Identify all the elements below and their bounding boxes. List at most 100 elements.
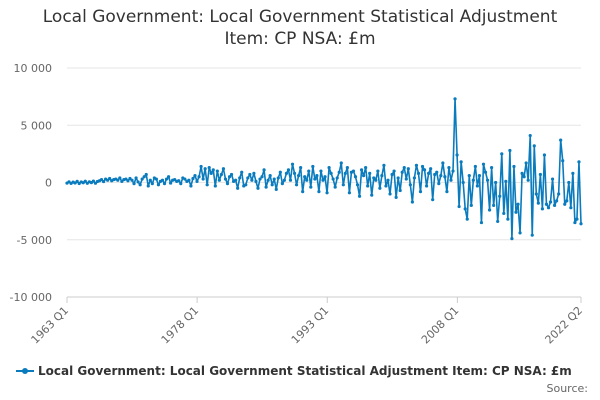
data-point	[108, 176, 112, 181]
data-point	[575, 217, 579, 221]
data-point	[451, 169, 455, 173]
data-point	[183, 177, 187, 181]
data-point	[467, 174, 471, 178]
data-point	[441, 161, 445, 165]
data-point	[571, 171, 575, 175]
data-point	[408, 183, 412, 187]
data-point	[99, 178, 104, 182]
data-point	[433, 172, 437, 177]
data-point	[187, 178, 191, 182]
data-point	[162, 182, 167, 186]
source-label: Source:	[546, 382, 589, 395]
data-point	[443, 175, 447, 179]
data-point	[418, 190, 423, 194]
data-point	[514, 210, 518, 214]
data-point	[217, 178, 221, 182]
x-tick-label: 1978 Q1	[159, 304, 202, 347]
data-point	[483, 170, 488, 174]
series-line	[66, 98, 582, 240]
data-point	[579, 222, 583, 226]
data-point	[435, 170, 439, 174]
data-point	[260, 175, 264, 179]
data-point	[355, 183, 360, 187]
data-point	[254, 179, 258, 183]
data-point	[315, 174, 319, 178]
data-point	[557, 192, 561, 196]
data-point	[364, 166, 368, 170]
data-point	[207, 166, 211, 170]
data-point	[150, 182, 154, 186]
data-point	[294, 183, 299, 187]
data-point	[274, 187, 278, 191]
data-point	[205, 183, 209, 187]
data-point	[577, 160, 581, 164]
data-point	[567, 180, 571, 185]
data-point	[234, 178, 238, 182]
data-point	[540, 207, 545, 211]
data-point	[209, 171, 213, 175]
data-point	[565, 199, 569, 203]
data-point	[236, 186, 240, 190]
x-axis: 1963 Q1 1978 Q1 1993 Q1 2008 Q1 2022 Q2	[29, 296, 585, 347]
data-point	[471, 178, 475, 182]
data-point	[116, 178, 120, 182]
data-point	[414, 163, 419, 167]
data-point	[252, 171, 256, 175]
data-point	[215, 169, 219, 173]
data-point	[219, 172, 223, 177]
data-point	[447, 166, 451, 170]
data-point	[544, 202, 549, 206]
data-point	[313, 177, 317, 181]
data-point	[160, 178, 165, 182]
data-point	[126, 179, 130, 183]
data-point	[510, 237, 514, 241]
data-point	[359, 168, 364, 172]
data-point	[550, 177, 555, 181]
data-point	[189, 184, 193, 188]
data-point	[522, 175, 526, 179]
data-point	[534, 192, 538, 196]
y-tick-label: -5 000	[17, 234, 52, 247]
data-point	[195, 179, 199, 183]
data-point	[520, 171, 524, 175]
data-point	[351, 169, 356, 173]
data-point	[179, 182, 183, 186]
data-point	[309, 185, 313, 189]
data-point	[307, 169, 311, 173]
data-point	[229, 172, 234, 177]
data-point	[404, 177, 408, 181]
data-point	[475, 184, 479, 188]
data-point	[532, 144, 536, 148]
legend[interactable]: Local Government: Local Government Stati…	[16, 364, 572, 378]
data-point	[459, 160, 463, 164]
data-point	[297, 174, 301, 178]
data-point	[542, 153, 547, 157]
data-point	[223, 177, 228, 181]
data-point	[494, 180, 498, 185]
data-point	[431, 198, 435, 202]
data-point	[457, 204, 461, 209]
data-point	[530, 233, 534, 237]
data-point	[321, 178, 325, 182]
data-point	[536, 201, 540, 205]
data-point	[559, 138, 563, 142]
data-point	[268, 174, 272, 178]
data-point	[331, 177, 335, 181]
data-point	[345, 166, 349, 170]
data-point	[154, 177, 158, 181]
data-point	[290, 162, 295, 166]
data-point	[317, 190, 321, 194]
data-point	[479, 220, 484, 225]
data-point	[384, 184, 388, 188]
data-point	[396, 176, 400, 180]
data-point	[193, 174, 197, 178]
data-point	[258, 177, 262, 181]
data-point	[461, 180, 465, 185]
data-point	[548, 200, 553, 204]
data-point	[406, 167, 410, 171]
data-point	[169, 181, 173, 185]
data-point	[386, 178, 390, 182]
data-point	[528, 133, 532, 138]
data-point	[437, 182, 441, 186]
